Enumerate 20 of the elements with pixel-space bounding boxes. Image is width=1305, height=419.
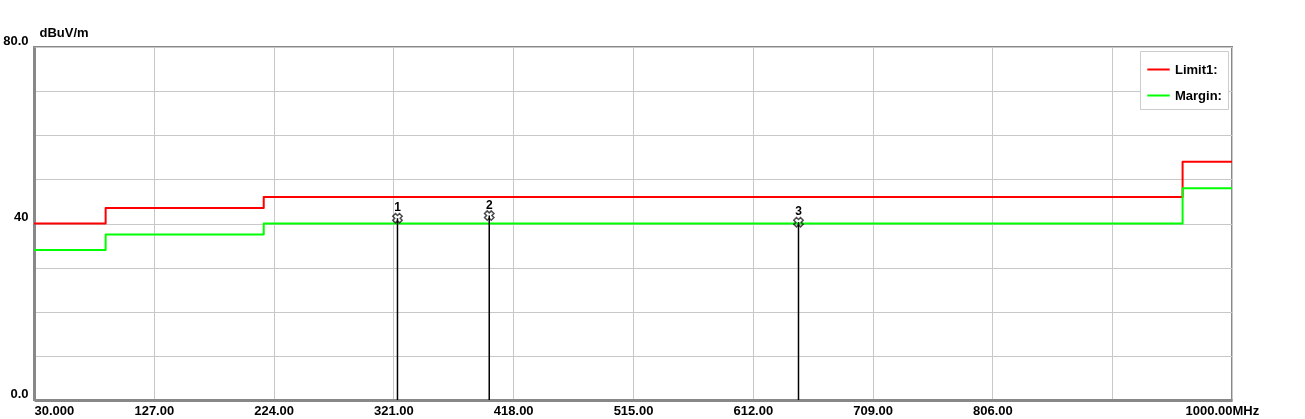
- annotation: 3: [795, 204, 803, 219]
- x-tick-label: 224.00: [254, 402, 294, 418]
- x-tick-label: 806.00: [973, 402, 1013, 418]
- y-tick-label: 40: [14, 209, 29, 224]
- legend-label: Limit1:: [1175, 61, 1218, 77]
- x-tick-label: 709.00: [853, 402, 893, 418]
- y-tick-label: 0.0: [10, 385, 29, 401]
- x-tick-label: 612.00: [733, 402, 774, 418]
- x-tick-label: 418.00: [493, 402, 534, 418]
- x-tick-label: 127.00: [134, 402, 175, 418]
- annotation: 2: [485, 197, 493, 212]
- annotation: 1: [394, 200, 402, 215]
- x-tick-label: 321.00: [374, 402, 414, 418]
- y-tick-label: 80.0: [3, 32, 29, 48]
- x-axis-title: MHz: [1232, 402, 1260, 418]
- x-tick-label: 515.00: [613, 402, 654, 418]
- legend-label: Margin:: [1175, 87, 1222, 103]
- x-tick-label: 1000.00: [1185, 402, 1233, 418]
- y-axis-title: dBuV/m: [39, 24, 89, 40]
- x-tick-label: 30.000: [34, 402, 75, 418]
